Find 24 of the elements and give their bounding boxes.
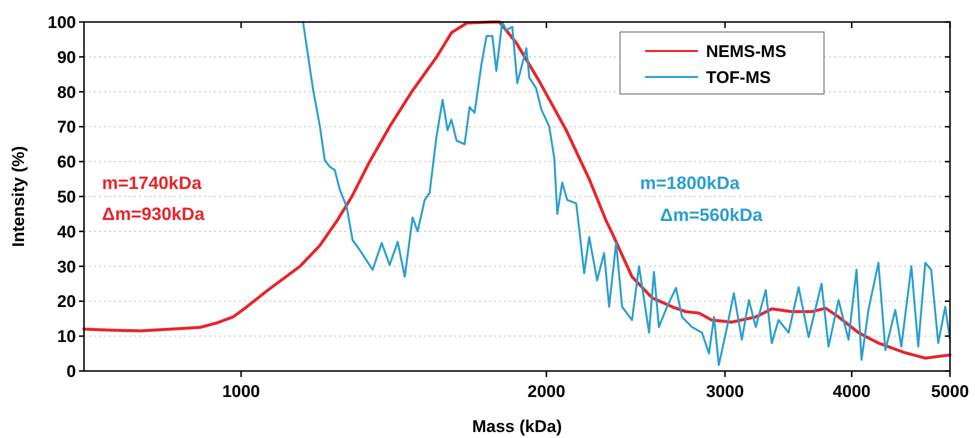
y-tick-label: 0 xyxy=(66,362,76,381)
x-tick-label: 1000 xyxy=(222,382,260,401)
legend-label: NEMS-MS xyxy=(706,42,786,61)
y-tick-label: 50 xyxy=(57,187,76,206)
annotation: Δm=930kDa xyxy=(102,204,206,224)
annotation: Δm=560kDa xyxy=(660,205,764,225)
y-tick-label: 60 xyxy=(57,152,76,172)
x-axis-title: Mass (kDa) xyxy=(472,417,562,436)
y-tick-label: 100 xyxy=(48,12,76,32)
y-axis-title: Intensity (%) xyxy=(9,146,28,248)
y-tick-label: 30 xyxy=(57,257,76,276)
y-tick-label: 90 xyxy=(57,48,76,67)
annotation: m=1740kDa xyxy=(102,173,203,193)
y-tick-label: 40 xyxy=(57,222,76,242)
x-tick-label: 3000 xyxy=(706,382,744,401)
x-tick-label: 5000 xyxy=(931,382,969,401)
y-tick-label: 20 xyxy=(57,292,76,312)
y-tick-label: 80 xyxy=(57,82,76,102)
legend-label: TOF-MS xyxy=(706,68,771,87)
y-tick-label: 70 xyxy=(57,118,76,137)
x-tick-label: 2000 xyxy=(527,382,566,401)
y-tick-label: 10 xyxy=(57,327,76,346)
annotation: m=1800kDa xyxy=(640,173,741,193)
x-tick-label: 4000 xyxy=(832,382,871,401)
